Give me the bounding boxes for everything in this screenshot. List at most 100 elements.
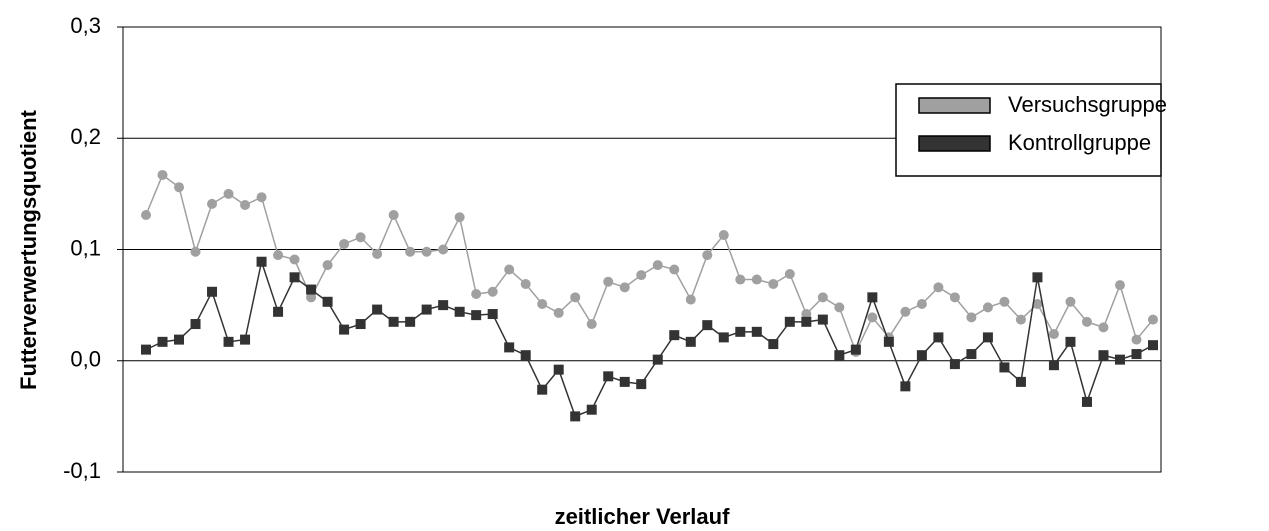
- marker: [207, 286, 218, 297]
- marker: [718, 230, 729, 241]
- series-line: [145, 258, 1154, 418]
- marker: [223, 336, 234, 347]
- marker: [190, 246, 201, 257]
- marker: [273, 250, 284, 261]
- marker: [1015, 314, 1026, 325]
- marker: [355, 319, 366, 330]
- marker: [735, 274, 746, 285]
- marker: [388, 316, 399, 327]
- y-tick-label: 0,2: [70, 124, 101, 149]
- marker: [768, 339, 779, 350]
- marker: [1131, 334, 1142, 345]
- marker: [619, 376, 630, 387]
- marker: [553, 307, 564, 318]
- marker: [1148, 340, 1158, 351]
- marker: [603, 371, 614, 382]
- marker: [339, 238, 350, 249]
- marker: [685, 336, 696, 347]
- marker: [504, 342, 515, 353]
- legend-label: Kontrollgruppe: [1008, 130, 1151, 155]
- marker: [1081, 396, 1092, 407]
- marker: [339, 324, 350, 335]
- marker: [141, 210, 151, 221]
- marker: [1032, 299, 1043, 310]
- marker: [669, 264, 680, 275]
- marker: [916, 350, 927, 361]
- marker: [801, 309, 812, 320]
- y-tick-label: 0,0: [70, 347, 101, 372]
- marker: [207, 198, 218, 209]
- marker: [900, 381, 911, 392]
- marker: [223, 188, 234, 199]
- marker: [982, 332, 993, 343]
- marker: [520, 350, 531, 361]
- marker: [504, 264, 515, 275]
- y-tick-label: 0,1: [70, 235, 101, 260]
- marker: [702, 320, 713, 331]
- marker: [999, 362, 1010, 373]
- marker: [586, 404, 597, 415]
- marker: [372, 248, 383, 259]
- marker: [817, 314, 828, 325]
- marker: [834, 302, 845, 313]
- marker: [850, 344, 861, 355]
- marker: [454, 306, 465, 317]
- marker: [141, 344, 151, 355]
- marker: [669, 330, 680, 341]
- marker: [652, 354, 663, 365]
- y-axis-label: Futterverwertungsquotient: [16, 109, 41, 390]
- marker: [553, 364, 564, 375]
- marker: [537, 299, 548, 310]
- marker: [966, 312, 977, 323]
- marker: [570, 411, 581, 422]
- marker: [867, 312, 878, 323]
- marker: [520, 278, 531, 289]
- marker: [388, 210, 399, 221]
- marker: [240, 334, 251, 345]
- marker: [405, 246, 416, 257]
- marker: [949, 359, 960, 370]
- marker: [636, 270, 647, 281]
- y-tick-label: -0,1: [63, 458, 101, 483]
- marker: [273, 306, 284, 317]
- marker: [900, 306, 911, 317]
- marker: [174, 334, 185, 345]
- marker: [1114, 280, 1125, 291]
- plot-frame: [122, 26, 1162, 473]
- marker: [1148, 314, 1158, 325]
- marker: [784, 268, 795, 279]
- marker: [306, 292, 317, 303]
- marker: [1048, 360, 1059, 371]
- marker: [487, 309, 498, 320]
- marker: [190, 319, 201, 330]
- y-tick-label: 0,3: [70, 13, 101, 38]
- marker: [372, 304, 383, 315]
- marker: [801, 316, 812, 327]
- marker: [966, 349, 977, 360]
- marker: [438, 300, 449, 311]
- marker: [157, 169, 168, 180]
- marker: [454, 212, 465, 223]
- marker: [355, 232, 366, 243]
- legend-swatch: [918, 97, 991, 114]
- marker: [751, 274, 762, 285]
- marker: [1048, 329, 1059, 340]
- marker: [586, 319, 597, 330]
- marker: [933, 332, 944, 343]
- marker: [999, 296, 1010, 307]
- marker: [157, 336, 168, 347]
- marker: [322, 260, 333, 271]
- marker: [1098, 350, 1109, 361]
- marker: [240, 200, 251, 210]
- marker: [636, 379, 647, 390]
- marker: [537, 384, 548, 395]
- legend-label: Versuchsgruppe: [1008, 92, 1167, 117]
- marker: [1015, 376, 1026, 387]
- x-axis-label: zeitlicher Verlauf: [555, 504, 731, 529]
- marker: [1098, 322, 1109, 333]
- marker: [784, 316, 795, 327]
- marker: [256, 192, 267, 203]
- marker: [570, 292, 581, 303]
- marker: [718, 332, 729, 343]
